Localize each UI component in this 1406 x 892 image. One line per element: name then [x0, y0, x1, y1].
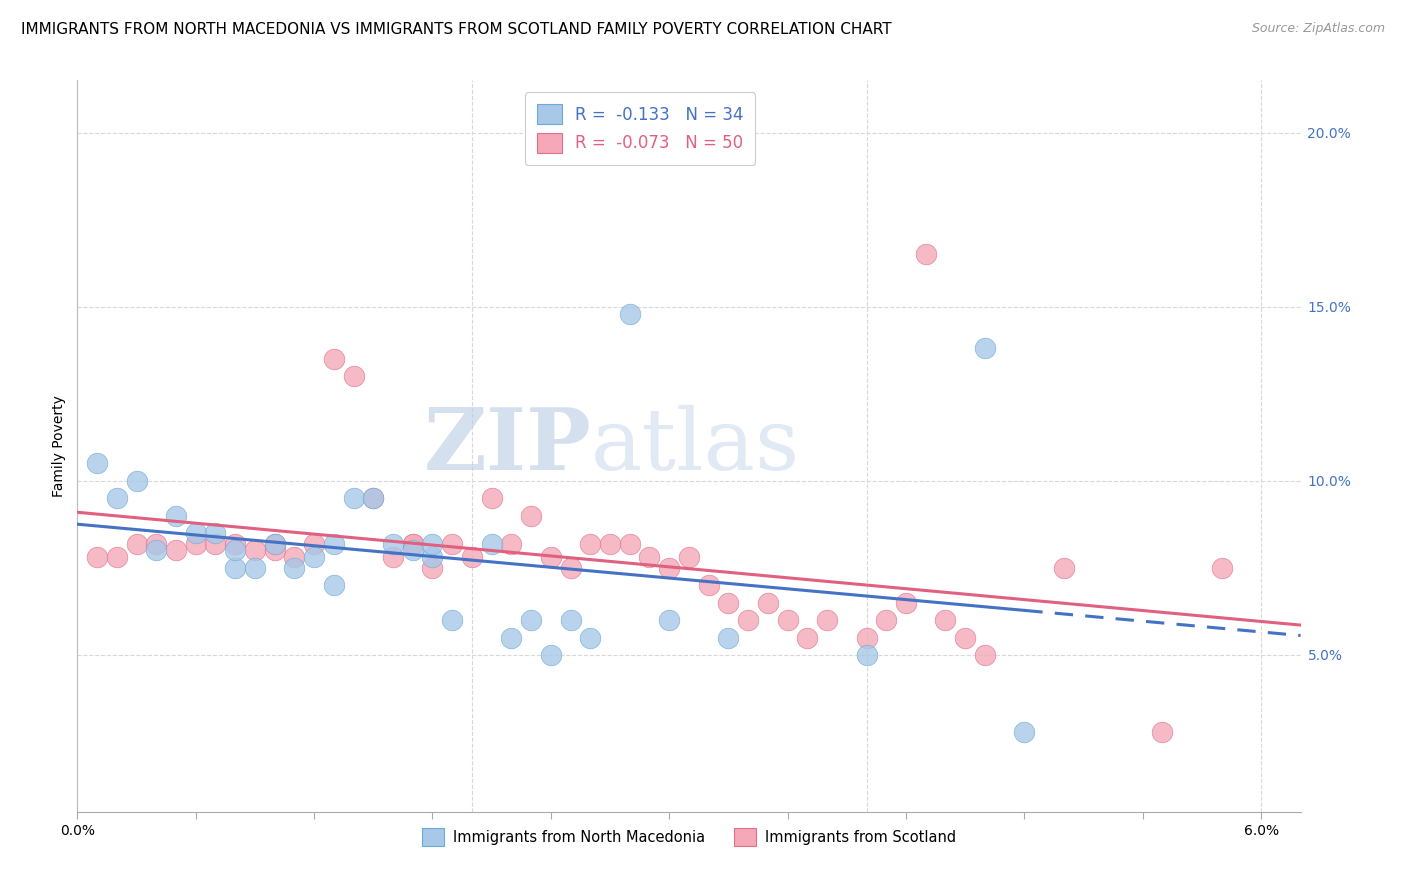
Point	[243, 561, 266, 575]
Point	[441, 613, 464, 627]
Point	[914, 247, 936, 261]
Point	[184, 536, 207, 550]
Point	[263, 543, 285, 558]
Point	[461, 550, 484, 565]
Point	[402, 536, 425, 550]
Point	[224, 543, 246, 558]
Point	[322, 536, 344, 550]
Point	[402, 543, 425, 558]
Point	[560, 561, 582, 575]
Text: atlas: atlas	[591, 404, 800, 488]
Point	[283, 561, 305, 575]
Text: IMMIGRANTS FROM NORTH MACEDONIA VS IMMIGRANTS FROM SCOTLAND FAMILY POVERTY CORRE: IMMIGRANTS FROM NORTH MACEDONIA VS IMMIG…	[21, 22, 891, 37]
Point	[599, 536, 621, 550]
Point	[402, 536, 425, 550]
Point	[204, 526, 226, 541]
Point	[934, 613, 956, 627]
Point	[145, 543, 167, 558]
Point	[737, 613, 759, 627]
Point	[1014, 724, 1036, 739]
Point	[638, 550, 661, 565]
Legend: Immigrants from North Macedonia, Immigrants from Scotland: Immigrants from North Macedonia, Immigra…	[416, 822, 962, 852]
Point	[481, 491, 503, 506]
Point	[717, 631, 740, 645]
Point	[796, 631, 818, 645]
Point	[302, 536, 325, 550]
Point	[125, 474, 148, 488]
Point	[579, 631, 602, 645]
Point	[86, 457, 108, 471]
Point	[322, 578, 344, 592]
Point	[717, 596, 740, 610]
Point	[520, 613, 543, 627]
Point	[243, 543, 266, 558]
Point	[422, 550, 444, 565]
Point	[422, 536, 444, 550]
Point	[382, 550, 405, 565]
Point	[855, 631, 877, 645]
Point	[501, 631, 523, 645]
Point	[263, 536, 285, 550]
Point	[342, 491, 364, 506]
Point	[204, 536, 226, 550]
Point	[501, 536, 523, 550]
Point	[361, 491, 384, 506]
Y-axis label: Family Poverty: Family Poverty	[52, 395, 66, 497]
Point	[145, 536, 167, 550]
Point	[678, 550, 700, 565]
Point	[105, 491, 128, 506]
Point	[263, 536, 285, 550]
Point	[125, 536, 148, 550]
Point	[540, 648, 562, 662]
Point	[342, 369, 364, 384]
Point	[579, 536, 602, 550]
Point	[224, 561, 246, 575]
Point	[1053, 561, 1076, 575]
Point	[105, 550, 128, 565]
Point	[283, 550, 305, 565]
Point	[619, 536, 641, 550]
Point	[894, 596, 917, 610]
Point	[776, 613, 799, 627]
Point	[322, 351, 344, 366]
Point	[165, 543, 187, 558]
Point	[697, 578, 720, 592]
Text: Source: ZipAtlas.com: Source: ZipAtlas.com	[1251, 22, 1385, 36]
Point	[973, 342, 995, 356]
Point	[481, 536, 503, 550]
Point	[855, 648, 877, 662]
Point	[361, 491, 384, 506]
Point	[1152, 724, 1174, 739]
Point	[86, 550, 108, 565]
Point	[422, 561, 444, 575]
Point	[973, 648, 995, 662]
Point	[441, 536, 464, 550]
Point	[520, 508, 543, 523]
Point	[1211, 561, 1233, 575]
Point	[658, 613, 681, 627]
Point	[184, 526, 207, 541]
Point	[165, 508, 187, 523]
Point	[756, 596, 779, 610]
Point	[302, 550, 325, 565]
Point	[658, 561, 681, 575]
Point	[875, 613, 897, 627]
Point	[540, 550, 562, 565]
Point	[560, 613, 582, 627]
Point	[382, 536, 405, 550]
Point	[815, 613, 838, 627]
Text: ZIP: ZIP	[423, 404, 591, 488]
Point	[619, 307, 641, 321]
Point	[953, 631, 976, 645]
Point	[224, 536, 246, 550]
